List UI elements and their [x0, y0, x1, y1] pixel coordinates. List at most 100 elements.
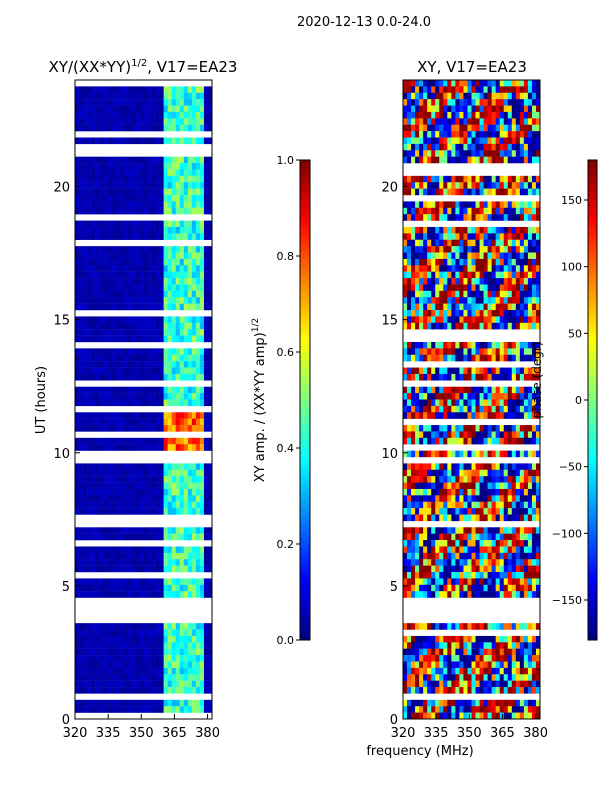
heatmap-cell	[139, 501, 144, 509]
heatmap-cell	[443, 297, 448, 304]
heatmap-cell	[467, 252, 472, 260]
heatmap-cell	[431, 354, 436, 362]
heatmap-cell	[447, 252, 452, 260]
heatmap-cell	[143, 655, 148, 662]
heatmap-cell	[135, 124, 140, 132]
heatmap-cell	[91, 137, 96, 145]
heatmap-cell	[419, 540, 424, 547]
heatmap-cell	[511, 175, 517, 183]
heatmap-cell	[519, 105, 525, 113]
heatmap-cell	[439, 303, 444, 311]
heatmap-cell	[171, 399, 177, 407]
heatmap-cell	[471, 239, 476, 247]
heatmap-cell	[483, 290, 488, 298]
heatmap-cell	[467, 143, 472, 151]
heatmap-cell	[471, 463, 476, 470]
heatmap-cell	[523, 303, 529, 311]
heatmap-cell	[475, 207, 480, 215]
heatmap-cell	[451, 265, 456, 272]
heatmap-cell	[487, 399, 492, 407]
heatmap-cell	[163, 258, 168, 266]
heatmap-cell	[135, 584, 140, 592]
heatmap-cell	[463, 182, 468, 189]
heatmap-cell	[515, 80, 521, 87]
heatmap-cell	[519, 290, 525, 298]
heatmap-cell	[523, 118, 529, 125]
heatmap-cell	[183, 629, 189, 637]
heatmap-cell	[107, 329, 112, 336]
heatmap-cell	[207, 591, 213, 598]
heatmap-cell	[147, 655, 152, 662]
heatmap-cell	[79, 322, 84, 330]
heatmap-cell	[183, 386, 189, 394]
heatmap-cell	[75, 552, 80, 560]
heatmap-cell	[475, 476, 480, 483]
heatmap-cell	[79, 137, 84, 145]
heatmap-cell	[163, 278, 168, 285]
heatmap-cell	[431, 540, 436, 547]
heatmap-cell	[423, 405, 428, 413]
heatmap-cell	[155, 86, 160, 93]
heatmap-cell	[175, 552, 181, 560]
heatmap-cell	[95, 584, 100, 592]
heatmap-cell	[403, 207, 408, 215]
heatmap-cell	[463, 303, 468, 311]
heatmap-cell	[119, 118, 124, 125]
heatmap-cell	[403, 271, 408, 279]
heatmap-cell	[195, 546, 201, 554]
heatmap-cell	[159, 680, 164, 688]
heatmap-cell	[107, 303, 112, 311]
heatmap-cell	[139, 655, 144, 662]
heatmap-cell	[475, 354, 480, 362]
heatmap-cell	[171, 367, 177, 375]
amplitude-axes-frame	[74, 79, 213, 720]
heatmap-cell	[95, 687, 100, 694]
heatmap-cell	[487, 124, 492, 132]
heatmap-cell	[195, 118, 201, 125]
heatmap-cell	[131, 207, 136, 215]
heatmap-cell	[99, 111, 104, 119]
heatmap-cell	[483, 156, 488, 164]
heatmap-cell	[179, 488, 185, 496]
heatmap-cell	[495, 533, 501, 541]
heatmap-cell	[403, 591, 408, 598]
heatmap-cell	[179, 175, 185, 183]
heatmap-cell	[95, 99, 100, 106]
heatmap-cell	[495, 226, 501, 234]
heatmap-cell	[503, 137, 509, 145]
heatmap-cell	[139, 111, 144, 119]
heatmap-cell	[151, 482, 156, 490]
heatmap-cell	[147, 412, 152, 419]
heatmap-cell	[163, 565, 168, 573]
heatmap-cell	[163, 463, 168, 470]
heatmap-cell	[527, 488, 533, 496]
heatmap-cell	[83, 265, 88, 272]
heatmap-cell	[179, 111, 185, 119]
heatmap-cell	[467, 354, 472, 362]
heatmap-cell	[103, 220, 108, 228]
heatmap-cell	[439, 131, 444, 138]
heatmap-cell	[403, 495, 408, 502]
heatmap-cell	[527, 501, 533, 509]
heatmap-cell	[443, 124, 448, 132]
heatmap-cell	[151, 552, 156, 560]
heatmap-cell	[443, 405, 448, 413]
heatmap-cell	[131, 623, 136, 630]
heatmap-cell	[103, 393, 108, 400]
heatmap-cell	[99, 501, 104, 509]
heatmap-cell	[407, 137, 412, 145]
heatmap-cell	[535, 540, 541, 547]
heatmap-cell	[87, 584, 92, 592]
heatmap-cell	[175, 290, 181, 298]
heatmap-cell	[191, 469, 197, 477]
heatmap-cell	[159, 111, 164, 119]
heatmap-cell	[171, 188, 177, 196]
colorbar-tick-label: 0.0	[277, 634, 295, 647]
heatmap-cell	[411, 150, 416, 157]
heatmap-cell	[207, 195, 213, 202]
heatmap-cell	[155, 233, 160, 240]
heatmap-cell	[191, 412, 197, 419]
heatmap-cell	[483, 214, 488, 221]
heatmap-cell	[203, 265, 209, 272]
heatmap-cell	[95, 361, 100, 368]
